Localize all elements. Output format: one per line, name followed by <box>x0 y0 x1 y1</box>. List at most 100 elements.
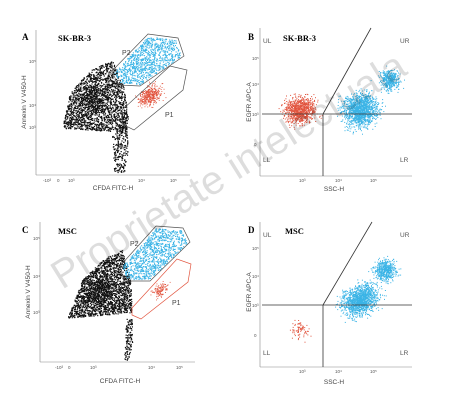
event-dot <box>139 70 141 72</box>
event-dot <box>116 104 118 106</box>
event-dot <box>141 98 143 100</box>
event-dot <box>147 103 148 105</box>
event-dot <box>157 88 159 90</box>
event-dot <box>163 67 165 69</box>
event-dot <box>156 69 158 71</box>
event-dot <box>110 127 112 129</box>
event-dot <box>105 80 107 82</box>
event-dot <box>90 113 92 115</box>
event-dot <box>70 95 72 97</box>
event-dot <box>94 114 96 116</box>
event-dot <box>86 116 88 118</box>
event-dot <box>125 124 127 127</box>
event-dot <box>302 120 304 122</box>
event-dot <box>109 112 111 114</box>
event-dot <box>308 111 310 113</box>
event-dot <box>313 108 315 110</box>
event-dot <box>300 103 302 105</box>
event-dot <box>304 107 306 109</box>
event-dot <box>159 95 161 96</box>
event-dot <box>114 170 116 172</box>
event-dot <box>296 98 298 100</box>
event-dot <box>292 119 294 121</box>
event-dot <box>72 102 74 104</box>
event-dot <box>165 64 167 66</box>
event-dot <box>291 101 293 103</box>
event-dot <box>101 127 103 129</box>
event-dot <box>108 105 110 107</box>
event-dot <box>102 106 104 108</box>
event-dot <box>77 101 79 103</box>
event-dot <box>125 102 127 104</box>
event-dot <box>297 102 299 104</box>
event-dot <box>115 91 117 93</box>
event-dot <box>165 38 167 40</box>
event-dot <box>116 91 118 93</box>
event-dot <box>128 78 130 80</box>
event-dot <box>122 147 124 149</box>
event-dot <box>102 65 104 68</box>
event-dot <box>156 60 158 62</box>
event-dot <box>79 109 81 110</box>
event-dot <box>306 108 308 110</box>
event-dot <box>155 68 157 70</box>
event-dot <box>80 126 82 128</box>
event-dot <box>116 85 118 87</box>
event-dot <box>156 92 157 94</box>
event-dot <box>174 42 176 44</box>
event-dot <box>92 109 93 111</box>
event-dot <box>116 77 118 79</box>
event-dot <box>107 89 109 91</box>
event-dot <box>63 122 65 124</box>
event-dot <box>311 110 313 112</box>
event-dot <box>124 93 126 95</box>
event-dot <box>111 83 113 85</box>
event-dot <box>152 94 154 96</box>
event-dot <box>95 129 97 131</box>
event-dot <box>291 103 293 105</box>
event-dot <box>93 100 95 101</box>
event-dot <box>81 124 83 126</box>
event-dot <box>163 58 165 60</box>
event-dot <box>304 106 306 108</box>
event-dot <box>93 110 95 112</box>
event-dot <box>305 117 307 118</box>
event-dot <box>116 123 118 125</box>
event-dot <box>289 115 291 117</box>
event-dot <box>96 74 98 76</box>
event-dot <box>135 51 137 53</box>
event-dot <box>300 105 301 107</box>
event-dot <box>146 98 148 100</box>
event-dot <box>294 107 296 109</box>
event-dot <box>133 74 135 76</box>
event-dot <box>120 89 122 91</box>
event-dot <box>177 55 179 57</box>
event-dot <box>97 106 99 108</box>
event-dot <box>159 56 161 58</box>
event-dot <box>79 104 81 106</box>
event-dot <box>295 109 297 111</box>
event-dot <box>161 83 163 85</box>
event-dot <box>141 96 143 98</box>
event-dot <box>111 64 113 66</box>
event-dot <box>152 89 154 91</box>
event-dot <box>131 80 133 82</box>
event-dot <box>302 114 304 116</box>
event-dot <box>166 50 168 52</box>
event-dot <box>144 50 146 52</box>
event-dot <box>296 108 298 110</box>
event-dot <box>305 121 307 123</box>
event-dot <box>75 105 77 107</box>
event-dot <box>107 77 109 79</box>
event-dot <box>106 117 108 119</box>
event-dot <box>159 57 161 59</box>
event-dot <box>91 105 93 107</box>
event-dot <box>79 107 81 109</box>
event-dot <box>110 103 112 106</box>
event-dot <box>84 111 86 113</box>
event-dot <box>141 45 143 47</box>
event-dot <box>152 96 154 97</box>
event-dot <box>97 105 99 107</box>
event-dot <box>304 122 306 124</box>
event-dot <box>129 72 131 74</box>
